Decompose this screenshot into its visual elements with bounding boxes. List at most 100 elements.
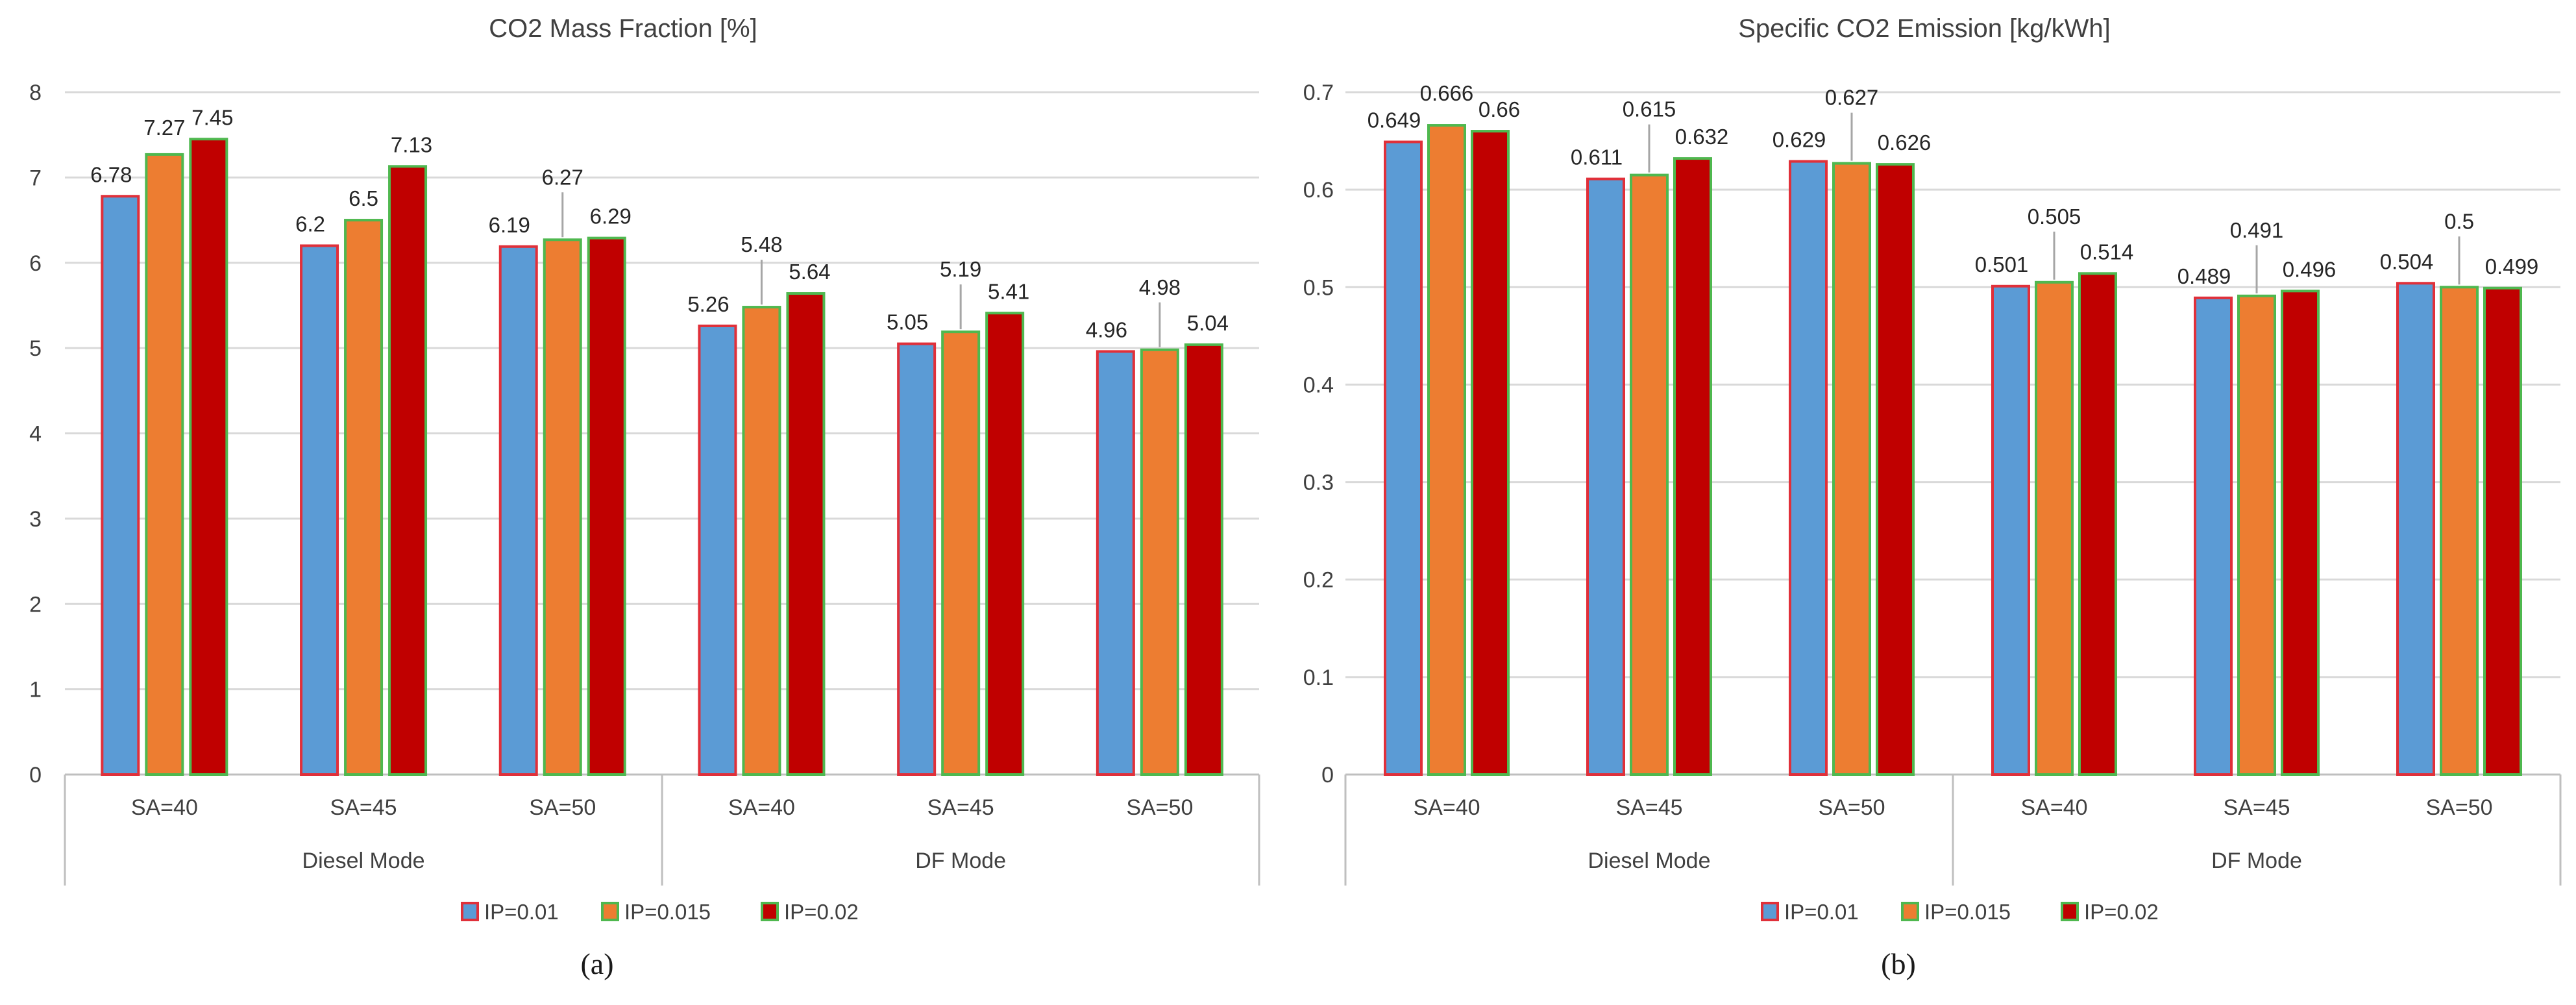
y-tick-label: 0 xyxy=(1321,763,1334,788)
specific-co2-emission-chart: Specific CO2 Emission [kg/kWh] 0 0.1 0.2 0.3… xyxy=(1303,14,2562,980)
legend-swatch xyxy=(461,902,479,921)
bar xyxy=(2237,294,2276,776)
y-tick-label: 7 xyxy=(29,166,42,190)
bar xyxy=(1586,177,1625,776)
x-category-label: SA=50 xyxy=(2425,795,2492,820)
legend-swatch xyxy=(761,902,779,921)
bar xyxy=(1184,343,1223,776)
data-label: 0.5 xyxy=(2444,209,2474,233)
bar xyxy=(2035,280,2074,776)
bar xyxy=(897,342,937,776)
bar xyxy=(985,312,1025,776)
panel-label: (b) xyxy=(1881,947,1916,980)
bar xyxy=(1876,163,1915,776)
data-label: 0.505 xyxy=(2028,205,2081,229)
x-category-label: SA=45 xyxy=(927,795,994,820)
legend-label: IP=0.015 xyxy=(1924,900,2011,924)
bar xyxy=(498,245,538,776)
data-label: 6.29 xyxy=(590,205,632,229)
legend-swatch xyxy=(1761,902,1779,921)
data-label: 7.45 xyxy=(191,105,233,129)
data-label: 0.627 xyxy=(1825,86,1879,110)
x-category-label: SA=45 xyxy=(1615,795,1682,820)
bar xyxy=(1471,130,1510,776)
y-tick-label: 0.2 xyxy=(1303,568,1334,593)
y-tick-label: 0 xyxy=(29,763,42,788)
data-label: 0.626 xyxy=(1878,130,1932,155)
data-label: 0.66 xyxy=(1478,97,1520,121)
x-group-label: DF Mode xyxy=(2211,849,2302,873)
chart-title: Specific CO2 Emission [kg/kWh] xyxy=(1738,14,2111,43)
chart-panel-a: CO2 Mass Fraction [%] 0 1 2 3 4 5 6 7 8 6.78 7.27 7.… xyxy=(29,14,1260,980)
data-label: 5.26 xyxy=(687,292,729,316)
bar xyxy=(1096,350,1135,776)
x-group-label: DF Mode xyxy=(915,849,1006,873)
panel-label: (a) xyxy=(580,947,613,980)
x-category-label: SA=40 xyxy=(1413,795,1480,820)
legend-label: IP=0.01 xyxy=(1784,900,1859,924)
x-category-label: SA=40 xyxy=(131,795,198,820)
x-group-label: Diesel Mode xyxy=(1588,849,1711,873)
y-tick-label: 5 xyxy=(29,336,42,361)
y-tick-label: 0.5 xyxy=(1303,275,1334,300)
data-label: 0.514 xyxy=(2080,240,2134,264)
bar xyxy=(1789,160,1828,776)
data-label: 5.48 xyxy=(741,232,782,256)
data-label: 5.41 xyxy=(988,279,1029,303)
bar xyxy=(543,238,582,776)
chart-panel-b: Specific CO2 Emission [kg/kWh] 0 0.1 0.2 0.3… xyxy=(1288,0,2576,1005)
legend-label: IP=0.02 xyxy=(784,900,859,924)
legend-label: IP=0.02 xyxy=(2084,900,2159,924)
data-label: 6.5 xyxy=(349,186,378,210)
bar xyxy=(941,330,981,776)
bar xyxy=(1427,124,1466,776)
bar xyxy=(698,324,737,776)
data-label: 0.632 xyxy=(1675,125,1729,149)
bar xyxy=(189,138,228,776)
chart-title: CO2 Mass Fraction [%] xyxy=(489,14,757,43)
data-label: 0.649 xyxy=(1368,108,1421,132)
x-category-label: SA=45 xyxy=(2223,795,2290,820)
data-label: 7.13 xyxy=(391,132,432,156)
data-label: 0.504 xyxy=(2380,249,2434,273)
data-label: 0.611 xyxy=(1571,145,1623,169)
y-tick-label: 0.7 xyxy=(1303,81,1334,105)
y-tick-label: 0.4 xyxy=(1303,373,1334,397)
legend-swatch xyxy=(1901,902,1919,921)
x-category-label: SA=50 xyxy=(529,795,596,820)
data-label: 6.78 xyxy=(90,162,132,186)
data-label: 0.499 xyxy=(2485,254,2539,279)
y-tick-label: 2 xyxy=(29,592,42,617)
bar xyxy=(742,306,781,776)
bar xyxy=(2078,272,2117,776)
x-group-label: Diesel Mode xyxy=(302,849,425,873)
data-label: 5.64 xyxy=(789,260,830,284)
x-category-label: SA=40 xyxy=(2020,795,2087,820)
bar xyxy=(2440,286,2479,776)
bar xyxy=(2281,290,2320,776)
y-tick-label: 0.1 xyxy=(1303,665,1334,690)
x-category-label: SA=50 xyxy=(1126,795,1193,820)
data-label: 0.629 xyxy=(1773,128,1826,152)
bar xyxy=(101,195,140,776)
x-category-label: SA=40 xyxy=(728,795,795,820)
data-label: 0.491 xyxy=(2230,218,2284,242)
bar xyxy=(1630,173,1669,776)
y-tick-label: 0.3 xyxy=(1303,471,1334,495)
bar xyxy=(587,236,626,776)
x-category-label: SA=45 xyxy=(330,795,397,820)
data-label: 4.96 xyxy=(1086,317,1127,341)
legend-label: IP=0.01 xyxy=(484,900,559,924)
bar xyxy=(2194,296,2233,776)
bar xyxy=(1140,348,1179,776)
data-label: 6.2 xyxy=(295,212,325,236)
y-tick-label: 4 xyxy=(29,422,42,447)
data-label: 0.489 xyxy=(2177,264,2231,288)
data-label: 0.666 xyxy=(1420,81,1474,105)
data-label: 4.98 xyxy=(1139,275,1181,299)
legend-swatch xyxy=(601,902,619,921)
legend-label: IP=0.015 xyxy=(624,900,711,924)
x-category-label: SA=50 xyxy=(1818,795,1885,820)
data-label: 7.27 xyxy=(143,116,185,140)
